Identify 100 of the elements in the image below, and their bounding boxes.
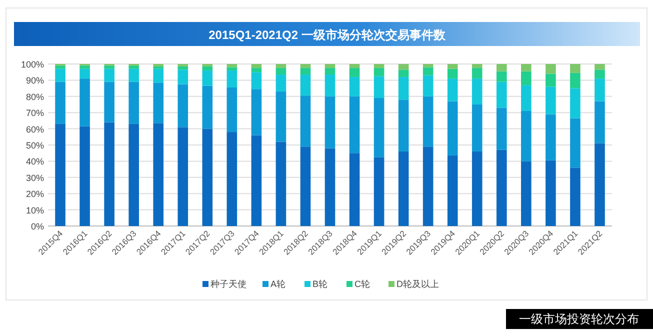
bar (496, 64, 507, 72)
bar (521, 71, 532, 86)
bar (251, 64, 262, 68)
bar (202, 128, 213, 226)
bar (546, 160, 556, 226)
bar (472, 104, 482, 152)
bar (374, 98, 384, 158)
bar (472, 64, 482, 68)
bar (80, 68, 90, 79)
bar (104, 66, 114, 69)
bar (374, 157, 384, 226)
bar (374, 68, 384, 76)
y-tick-label: 90% (26, 76, 44, 86)
bar (226, 64, 238, 68)
bar (546, 86, 556, 114)
bar (422, 64, 434, 68)
bar (251, 89, 262, 136)
bar (226, 67, 238, 70)
bar (104, 122, 114, 226)
bar (349, 76, 360, 96)
legend-label: 种子天使 (210, 279, 246, 289)
bar (80, 66, 90, 69)
bar (422, 146, 434, 226)
bar (276, 74, 286, 92)
y-tick-label: 20% (26, 189, 44, 200)
legend-label: B轮 (312, 279, 328, 289)
bar (80, 126, 90, 226)
bar (202, 86, 213, 129)
bar (570, 88, 580, 118)
bar (570, 168, 580, 226)
bar (128, 82, 139, 124)
legend-label: C轮 (354, 279, 370, 289)
text: 一级市场投资轮次分布 (519, 312, 639, 326)
bar (521, 161, 532, 226)
bar (300, 68, 311, 75)
bar (178, 66, 188, 70)
bar (128, 124, 139, 226)
bar (153, 123, 164, 226)
bar (153, 66, 164, 69)
bar (570, 118, 580, 168)
bar (546, 64, 556, 74)
bar (594, 64, 605, 70)
bar (447, 101, 458, 156)
bar (447, 78, 458, 102)
bar (496, 150, 507, 226)
bar (128, 68, 139, 82)
bar (447, 68, 458, 79)
y-tick-label: 100% (20, 60, 44, 70)
bar (521, 64, 532, 72)
bar (570, 64, 580, 73)
bar (521, 85, 532, 111)
y-tick-label: 30% (26, 172, 44, 183)
bar (374, 76, 384, 98)
legend-label: D轮及以上 (396, 279, 439, 289)
bar (398, 76, 409, 100)
bar (324, 96, 336, 148)
bar (178, 70, 188, 84)
bar (300, 74, 311, 96)
bar (349, 96, 360, 154)
bar (398, 64, 409, 70)
y-tick-label: 0% (30, 222, 44, 232)
bar (226, 87, 238, 132)
bar (398, 151, 409, 226)
bar (55, 66, 66, 69)
bar (521, 110, 532, 162)
bar (496, 82, 507, 108)
bar (55, 82, 66, 124)
y-tick-label: 50% (26, 140, 44, 150)
bar (300, 96, 311, 147)
bar (324, 68, 336, 75)
bar (80, 78, 90, 126)
bar (104, 82, 114, 122)
bar (398, 70, 409, 77)
bar (276, 142, 286, 226)
bar (324, 64, 336, 68)
bar (546, 74, 556, 87)
bar (300, 146, 311, 226)
bar (276, 68, 286, 75)
bar (128, 66, 139, 69)
bar (251, 72, 262, 90)
y-tick-label: 60% (26, 124, 44, 134)
bar (594, 101, 605, 144)
bar (251, 68, 262, 72)
bar (55, 124, 66, 226)
bar (202, 66, 213, 70)
bar (472, 68, 482, 79)
bar (594, 78, 605, 102)
y-tick-label: 40% (26, 156, 44, 167)
bar (398, 100, 409, 152)
bar (447, 156, 458, 226)
bar (349, 68, 360, 77)
bar (276, 64, 286, 68)
chart-title: 2015Q1-2021Q2 一级市场分轮次交易事件数 (208, 28, 446, 42)
bar (546, 114, 556, 160)
bar (178, 84, 188, 128)
bar (226, 132, 238, 226)
bar (153, 68, 164, 83)
bar (422, 96, 434, 147)
bar (472, 151, 482, 226)
bar (570, 72, 580, 88)
